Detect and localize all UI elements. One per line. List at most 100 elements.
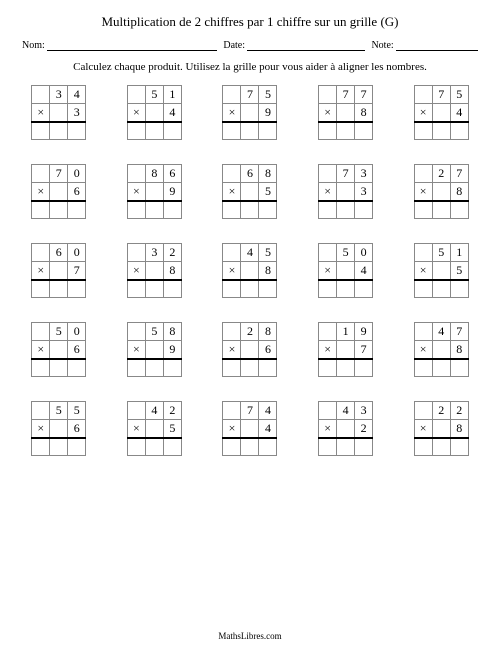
- multiplication-problem: 22×8: [414, 401, 469, 456]
- multiplier-ones: 8: [259, 262, 277, 280]
- multiplier-ones: 8: [355, 104, 373, 122]
- answer-tens: [241, 280, 259, 298]
- multiplier-ones: 3: [355, 183, 373, 201]
- answer-ones: [355, 359, 373, 377]
- times-symbol: ×: [127, 262, 145, 280]
- cell-blank: [32, 86, 50, 104]
- multiplicand-ones: 8: [259, 165, 277, 183]
- answer-tens: [432, 280, 450, 298]
- answer-tens: [145, 280, 163, 298]
- multiplier-ones: 6: [259, 341, 277, 359]
- multiplicand-ones: 4: [68, 86, 86, 104]
- multiplicand-tens: 2: [432, 165, 450, 183]
- multiplicand-tens: 5: [50, 402, 68, 420]
- cell-blank: [223, 323, 241, 341]
- times-symbol: ×: [223, 183, 241, 201]
- multiplier-ones: 2: [355, 420, 373, 438]
- times-symbol: ×: [223, 420, 241, 438]
- problem-grid-table: 75×9: [222, 85, 277, 140]
- times-symbol: ×: [127, 183, 145, 201]
- cell-blank: [337, 104, 355, 122]
- times-symbol: ×: [32, 341, 50, 359]
- answer-tens: [50, 359, 68, 377]
- cell-blank: [145, 104, 163, 122]
- multiplication-problem: 75×9: [222, 85, 277, 140]
- multiplicand-tens: 5: [432, 244, 450, 262]
- problem-grid-table: 73×3: [318, 164, 373, 219]
- multiplication-problem: 45×8: [222, 243, 277, 298]
- multiplier-ones: 9: [163, 341, 181, 359]
- cell-blank: [241, 420, 259, 438]
- cell-blank: [50, 341, 68, 359]
- cell-blank: [432, 183, 450, 201]
- answer-ones: [68, 201, 86, 219]
- instruction-text: Calculez chaque produit. Utilisez la gri…: [22, 61, 478, 73]
- times-symbol: ×: [127, 104, 145, 122]
- name-line: [47, 40, 218, 51]
- answer-ones: [68, 359, 86, 377]
- multiplicand-ones: 5: [259, 244, 277, 262]
- cell-blank: [414, 402, 432, 420]
- problem-grid-table: 55×6: [31, 401, 86, 456]
- multiplicand-ones: 5: [259, 86, 277, 104]
- multiplicand-ones: 4: [259, 402, 277, 420]
- answer-tens: [241, 359, 259, 377]
- cell-blank: [432, 341, 450, 359]
- times-symbol: ×: [319, 262, 337, 280]
- cell-blank: [241, 262, 259, 280]
- problem-grid-table: 51×4: [127, 85, 182, 140]
- times-symbol: ×: [32, 420, 50, 438]
- multiplicand-tens: 6: [50, 244, 68, 262]
- multiplicand-ones: 7: [450, 323, 468, 341]
- answer-hundreds: [319, 280, 337, 298]
- cell-blank: [432, 262, 450, 280]
- answer-tens: [432, 201, 450, 219]
- answer-tens: [432, 438, 450, 456]
- problem-grid-table: 74×4: [222, 401, 277, 456]
- answer-ones: [450, 201, 468, 219]
- multiplicand-tens: 7: [337, 165, 355, 183]
- problem-grid-table: 28×6: [222, 322, 277, 377]
- answer-hundreds: [127, 122, 145, 140]
- times-symbol: ×: [223, 341, 241, 359]
- multiplicand-tens: 7: [241, 86, 259, 104]
- cell-blank: [414, 244, 432, 262]
- multiplication-problem: 55×6: [31, 401, 86, 456]
- multiplicand-ones: 9: [355, 323, 373, 341]
- date-line: [247, 40, 365, 51]
- answer-hundreds: [319, 122, 337, 140]
- multiplication-problem: 47×8: [414, 322, 469, 377]
- answer-ones: [259, 438, 277, 456]
- multiplicand-tens: 8: [145, 165, 163, 183]
- cell-blank: [32, 323, 50, 341]
- cell-blank: [145, 420, 163, 438]
- multiplicand-tens: 7: [50, 165, 68, 183]
- multiplicand-ones: 5: [68, 402, 86, 420]
- cell-blank: [50, 183, 68, 201]
- answer-hundreds: [414, 280, 432, 298]
- cell-blank: [127, 165, 145, 183]
- multiplier-ones: 6: [68, 341, 86, 359]
- answer-tens: [241, 438, 259, 456]
- answer-hundreds: [319, 359, 337, 377]
- times-symbol: ×: [414, 341, 432, 359]
- cell-blank: [127, 402, 145, 420]
- answer-hundreds: [414, 122, 432, 140]
- problem-grid-table: 32×8: [127, 243, 182, 298]
- answer-ones: [355, 122, 373, 140]
- problem-grid-table: 68×5: [222, 164, 277, 219]
- page-title: Multiplication de 2 chiffres par 1 chiff…: [22, 14, 478, 30]
- multiplication-problem: 50×4: [318, 243, 373, 298]
- cell-blank: [127, 244, 145, 262]
- answer-ones: [259, 122, 277, 140]
- problem-grid-table: 34×3: [31, 85, 86, 140]
- multiplicand-tens: 2: [432, 402, 450, 420]
- multiplier-ones: 5: [259, 183, 277, 201]
- multiplication-problem: 27×8: [414, 164, 469, 219]
- answer-ones: [68, 122, 86, 140]
- name-field: Nom:: [22, 40, 217, 51]
- answer-hundreds: [32, 201, 50, 219]
- answer-tens: [337, 201, 355, 219]
- problem-grid-table: 50×6: [31, 322, 86, 377]
- name-label: Nom:: [22, 40, 45, 51]
